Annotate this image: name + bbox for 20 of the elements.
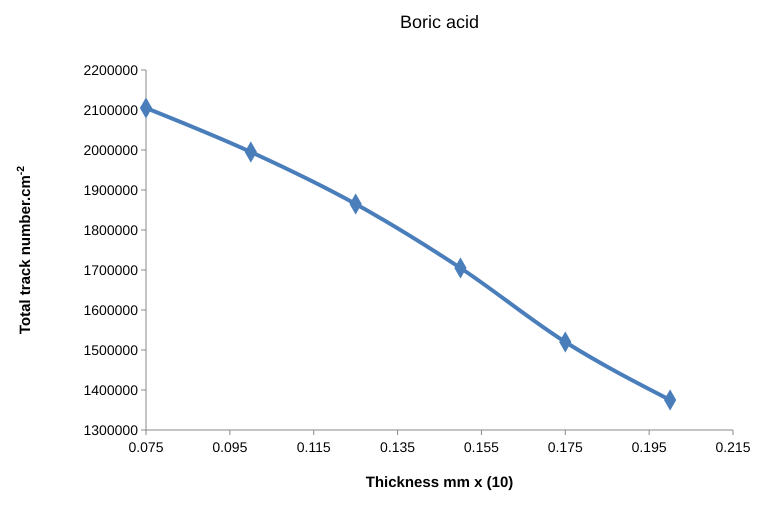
y-tick-label: 2000000 [83,142,138,158]
x-tick-label: 0.075 [128,439,164,455]
x-tick-label: 0.135 [380,439,416,455]
x-tick-label: 0.195 [632,439,667,455]
y-tick-label: 2100000 [83,102,138,118]
y-tick-label: 1300000 [83,422,138,438]
y-tick-label: 1800000 [83,222,138,238]
chart-title: Boric acid [400,12,480,32]
x-tick-label: 0.095 [212,439,248,455]
x-tick-label: 0.155 [464,439,500,455]
y-tick-label: 1700000 [83,262,138,278]
x-tick-label: 0.175 [548,439,584,455]
y-tick-label: 1500000 [83,342,138,358]
x-tick-label: 0.115 [296,439,331,455]
y-tick-label: 1900000 [83,182,138,198]
y-tick-label: 2200000 [83,62,138,78]
x-axis-title: Thickness mm x (10) [366,474,514,491]
y-tick-label: 1400000 [83,382,138,398]
y-tick-label: 1600000 [83,302,138,318]
x-tick-label: 0.215 [715,439,751,455]
